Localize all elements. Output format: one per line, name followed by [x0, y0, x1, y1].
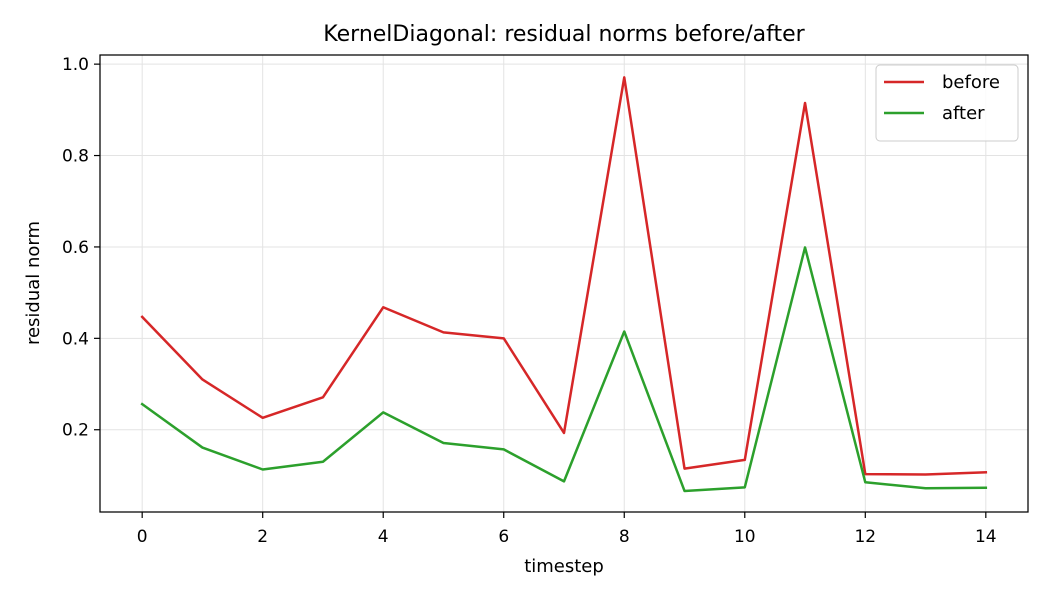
- y-tick-label: 1.0: [62, 55, 89, 75]
- x-tick-label: 8: [619, 527, 630, 547]
- plot-area-frame: [99, 54, 1029, 513]
- series-line-after: [140, 246, 988, 493]
- y-axis-label: residual norm: [23, 221, 44, 345]
- y-tick-label: 0.4: [62, 329, 89, 349]
- series-lines: [140, 76, 988, 493]
- y-tick-label: 0.6: [62, 238, 89, 258]
- x-tick-label: 2: [257, 527, 268, 547]
- x-tick-label: 4: [378, 527, 389, 547]
- y-tick-label: 0.2: [62, 421, 89, 441]
- legend-box: [875, 64, 1019, 142]
- x-axis-label: timestep: [524, 556, 604, 577]
- y-axis-ticks: 0.2 0.4 0.6 0.8 1.0: [62, 55, 100, 441]
- y-tick-label: 0.8: [62, 147, 89, 167]
- x-tick-label: 0: [137, 527, 148, 547]
- x-tick-label: 10: [734, 527, 756, 547]
- legend-label-after: after: [942, 103, 985, 124]
- x-axis-ticks: 0 2 4 6 8 10 12 14: [137, 512, 997, 547]
- legend-label-before: before: [942, 72, 1000, 93]
- chart-title: KernelDiagonal: residual norms before/af…: [323, 22, 805, 47]
- x-tick-label: 12: [854, 527, 876, 547]
- x-tick-label: 14: [975, 527, 997, 547]
- series-line-before: [140, 76, 988, 476]
- x-tick-label: 6: [498, 527, 509, 547]
- legend: before after: [875, 64, 1019, 142]
